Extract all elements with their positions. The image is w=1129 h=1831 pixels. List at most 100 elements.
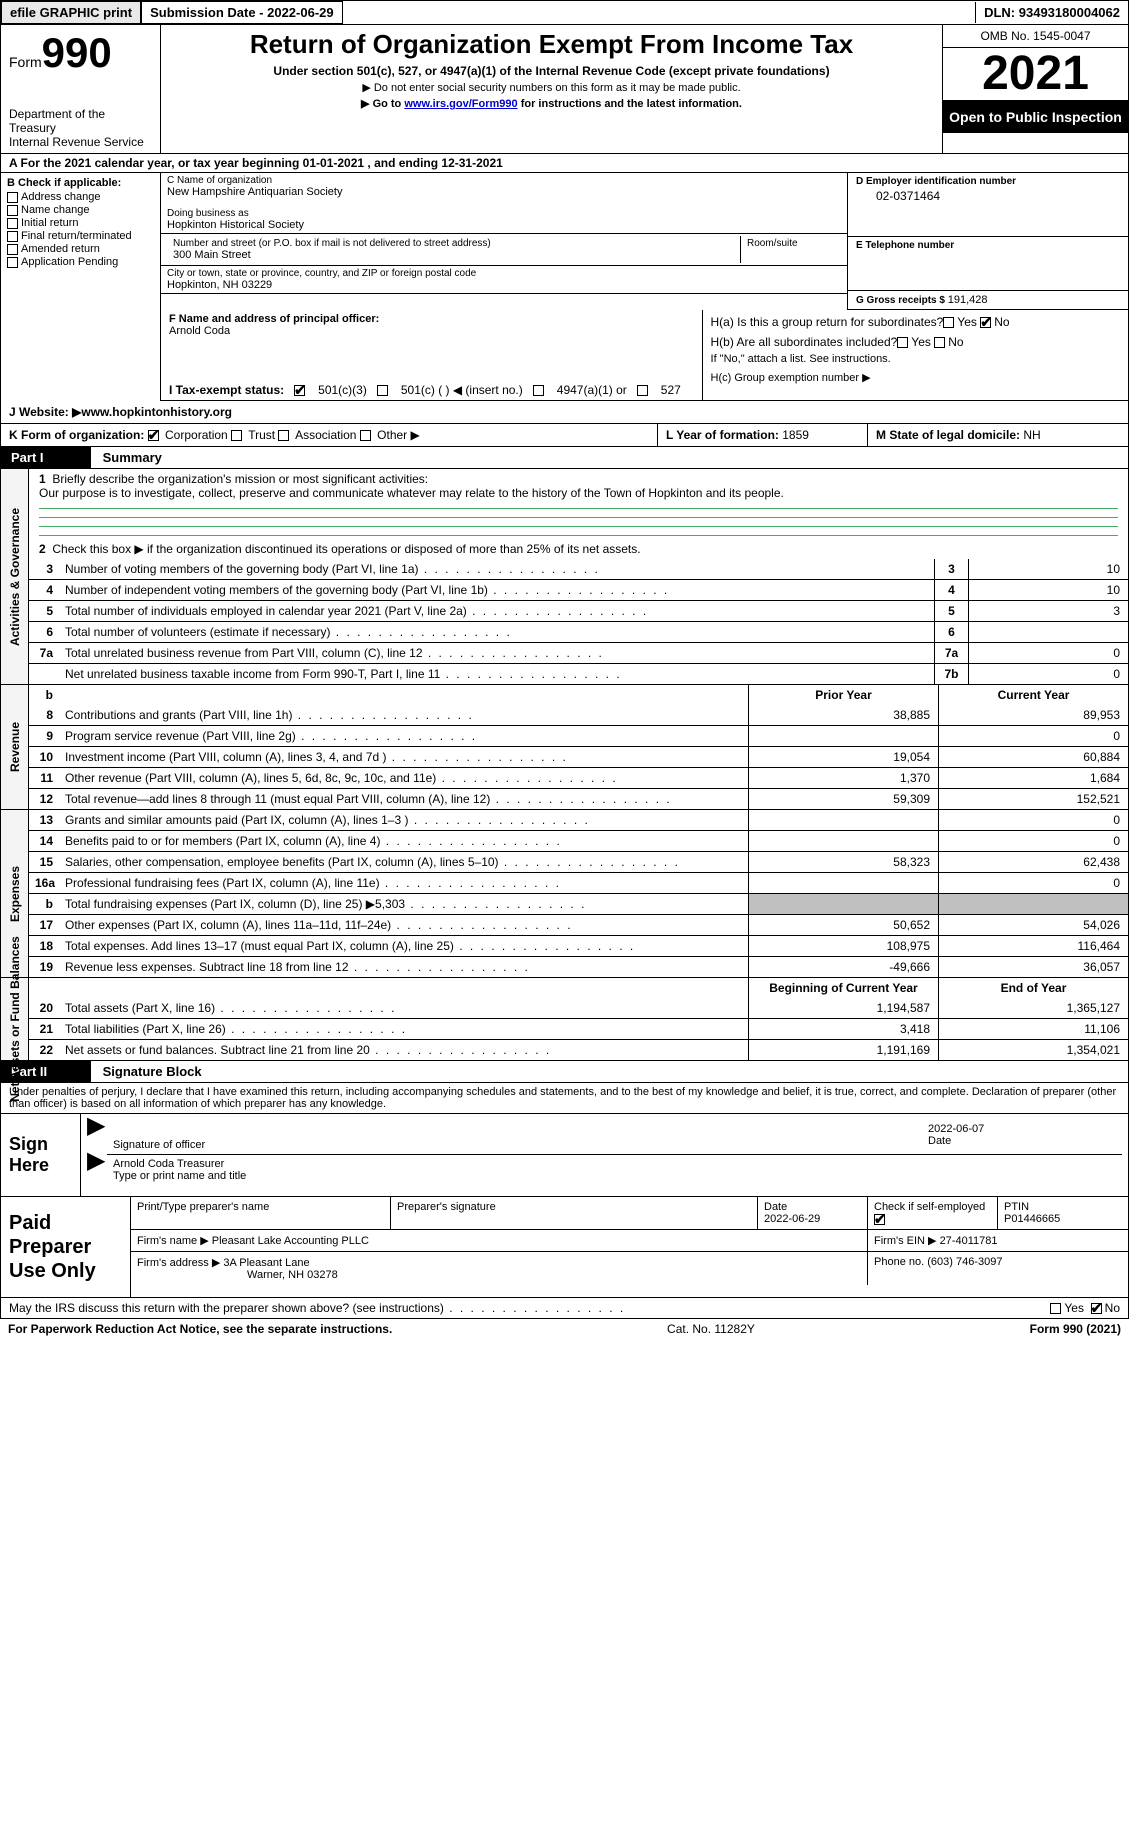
- line-num: 5: [29, 601, 59, 621]
- sign-here-row: Sign Here ▶ Signature of officer 2022-06…: [0, 1114, 1129, 1197]
- line-num: 19: [29, 957, 59, 977]
- dba-label: Doing business as: [167, 208, 841, 219]
- line-17: 17 Other expenses (Part IX, column (A), …: [29, 914, 1128, 935]
- tel-row: E Telephone number: [848, 237, 1128, 291]
- part-i-title: Summary: [95, 447, 170, 468]
- main-grid: B Check if applicable: Address change Na…: [0, 173, 1129, 401]
- col-h: H(a) Is this a group return for subordin…: [703, 310, 1128, 400]
- col-d: D Employer identification number 02-0371…: [848, 173, 1128, 310]
- irs-link[interactable]: www.irs.gov/Form990: [404, 98, 517, 110]
- opt-app-pending[interactable]: Application Pending: [7, 256, 154, 268]
- gross-label: G Gross receipts $: [856, 295, 948, 306]
- checkbox-icon[interactable]: [980, 317, 991, 328]
- line-num: 9: [29, 726, 59, 746]
- h-b-label: H(b) Are all subordinates included?: [711, 335, 898, 349]
- sig-officer: Signature of officer: [107, 1120, 922, 1154]
- h-b: H(b) Are all subordinates included? Yes …: [711, 335, 1120, 349]
- k-form-org: K Form of organization: Corporation Trus…: [1, 424, 658, 446]
- num: b: [29, 685, 59, 705]
- opt-4947: 4947(a)(1) or: [557, 383, 627, 397]
- line-box-num: 4: [934, 580, 968, 600]
- ein-value: 02-0371464: [856, 189, 1120, 203]
- prior-year-hdr: Prior Year: [748, 685, 938, 705]
- opt-final-return[interactable]: Final return/terminated: [7, 230, 154, 242]
- prior-value: 1,191,169: [748, 1040, 938, 1060]
- form-label: Form: [9, 54, 42, 70]
- rev-header: b Prior Year Current Year: [29, 685, 1128, 705]
- section-net-assets: Net Assets or Fund Balances Beginning of…: [0, 978, 1129, 1061]
- line-num: 10: [29, 747, 59, 767]
- checkbox-icon[interactable]: [7, 244, 18, 255]
- opt-initial-return[interactable]: Initial return: [7, 217, 154, 229]
- prep-row-2: Firm's name ▶ Pleasant Lake Accounting P…: [131, 1230, 1128, 1252]
- beg-year-hdr: Beginning of Current Year: [748, 978, 938, 998]
- checkbox-self-employed-icon[interactable]: [874, 1214, 885, 1225]
- k-year-formation: L Year of formation: 1859: [658, 424, 868, 446]
- vlabel-net-assets: Net Assets or Fund Balances: [1, 978, 29, 1060]
- checkbox-icon[interactable]: [7, 192, 18, 203]
- checkbox-501c3-icon[interactable]: [294, 385, 305, 396]
- checkbox-icon[interactable]: [231, 430, 242, 441]
- line-18: 18 Total expenses. Add lines 13–17 (must…: [29, 935, 1128, 956]
- h-a: H(a) Is this a group return for subordin…: [711, 315, 1120, 329]
- gov-body: 1 Briefly describe the organization's mi…: [29, 469, 1128, 684]
- opt-amended-return[interactable]: Amended return: [7, 243, 154, 255]
- checkbox-icon[interactable]: [1091, 1303, 1102, 1314]
- net-header: Beginning of Current Year End of Year: [29, 978, 1128, 998]
- officer-name: Arnold Coda: [169, 325, 694, 337]
- line-desc: Net unrelated business taxable income fr…: [59, 664, 934, 684]
- line-num: 4: [29, 580, 59, 600]
- checkbox-icon[interactable]: [377, 385, 388, 396]
- checkbox-icon[interactable]: [533, 385, 544, 396]
- checkbox-icon[interactable]: [278, 430, 289, 441]
- checkbox-corp-icon[interactable]: [148, 430, 159, 441]
- current-year-hdr: Current Year: [938, 685, 1128, 705]
- line-desc: Investment income (Part VIII, column (A)…: [59, 747, 748, 767]
- sig-date: 2022-06-07Date: [922, 1120, 1122, 1154]
- line-8: 8 Contributions and grants (Part VIII, l…: [29, 705, 1128, 725]
- line-num: 16a: [29, 873, 59, 893]
- curr-value: 36,057: [938, 957, 1128, 977]
- checkbox-icon[interactable]: [7, 205, 18, 216]
- checkbox-icon[interactable]: [934, 337, 945, 348]
- efile-print-button[interactable]: efile GRAPHIC print: [1, 1, 141, 24]
- line-num: 11: [29, 768, 59, 788]
- col-b-label: B Check if applicable:: [7, 177, 154, 189]
- no-label: No: [994, 315, 1009, 329]
- goto-pre: ▶ Go to: [361, 98, 404, 110]
- end-year-hdr: End of Year: [938, 978, 1128, 998]
- curr-value: 0: [938, 726, 1128, 746]
- line-value: 10: [968, 559, 1128, 579]
- row-j: J Website: ▶ www.hopkintonhistory.org: [0, 401, 1129, 424]
- prep-name-hdr: Print/Type preparer's name: [131, 1197, 391, 1229]
- checkbox-icon[interactable]: [360, 430, 371, 441]
- header-right: OMB No. 1545-0047 2021 Open to Public In…: [943, 25, 1128, 153]
- line-box-num: 5: [934, 601, 968, 621]
- street-row: Number and street (or P.O. box if mail i…: [161, 234, 847, 266]
- line-desc: Total liabilities (Part X, line 26): [59, 1019, 748, 1039]
- dln-field: DLN: 93493180004062: [975, 2, 1128, 23]
- prep-date: Date2022-06-29: [758, 1197, 868, 1229]
- col-cd: C Name of organization New Hampshire Ant…: [161, 173, 1128, 401]
- yes-label: Yes: [957, 315, 977, 329]
- gov-line-7a: 7a Total unrelated business revenue from…: [29, 642, 1128, 663]
- checkbox-icon[interactable]: [7, 218, 18, 229]
- curr-value: 54,026: [938, 915, 1128, 935]
- sign-body: ▶ Signature of officer 2022-06-07Date ▶ …: [81, 1114, 1128, 1196]
- sig-date-label: Date: [928, 1135, 951, 1147]
- checkbox-icon[interactable]: [1050, 1303, 1061, 1314]
- prior-value: 58,323: [748, 852, 938, 872]
- opt-name-change[interactable]: Name change: [7, 204, 154, 216]
- phone-label: Phone no.: [874, 1256, 927, 1268]
- checkbox-icon[interactable]: [897, 337, 908, 348]
- firm-addr: Firm's address ▶ 3A Pleasant LaneWarner,…: [131, 1252, 868, 1285]
- vlabel-text: Net Assets or Fund Balances: [8, 936, 22, 1102]
- opt-address-change[interactable]: Address change: [7, 191, 154, 203]
- opt-assoc: Association: [295, 428, 356, 442]
- checkbox-icon[interactable]: [7, 231, 18, 242]
- checkbox-icon[interactable]: [7, 257, 18, 268]
- col-c: C Name of organization New Hampshire Ant…: [161, 173, 848, 310]
- checkbox-icon[interactable]: [943, 317, 954, 328]
- checkbox-icon[interactable]: [637, 385, 648, 396]
- header-left: Form990 Department of the Treasury Inter…: [1, 25, 161, 153]
